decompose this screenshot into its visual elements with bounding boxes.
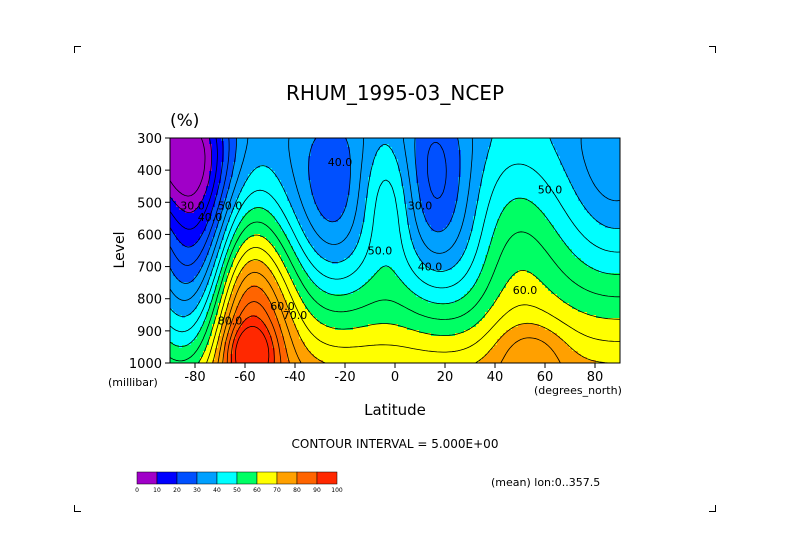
crop-mark-top-left [74,46,81,53]
x-axis-ticks: -80 -60 -40 -20 0 20 40 60 80 [184,363,603,385]
colorbar-label: 0 [135,487,139,494]
crop-mark-bottom-left [74,505,81,512]
mean-lon-note: (mean) lon:0..357.5 [491,476,600,489]
units-label: (%) [170,111,199,131]
y-tick-label: 700 [137,261,162,276]
y-unit-note: (millibar) [108,376,158,389]
contour-line-35 [170,138,620,301]
colorbar-swatch [216,471,238,485]
y-tick-label: 800 [137,293,162,308]
crop-mark-bottom-right [709,505,716,512]
contour-line-95 [235,326,270,363]
x-tick-label: -40 [284,370,305,385]
colorbar-label: 20 [173,487,181,494]
y-tick-label: 900 [137,325,162,340]
plot-area [170,138,620,363]
x-tick-label: 60 [537,370,554,385]
x-tick-label: -20 [334,370,355,385]
contour-line-25 [170,138,447,266]
contour-label: 80.0 [218,315,243,328]
contour-labels: 40.050.030.040.050.0 30.050.040.060.060.0… [180,156,562,327]
contour-line-45 [170,163,620,333]
crop-mark-top-right [709,46,716,53]
contour-line-75 [217,271,561,363]
x-unit-note: (degrees_north) [534,384,622,397]
colorbar-label: 10 [153,487,161,494]
colorbar-label: 60 [253,487,261,494]
contour-line-50 [170,197,620,347]
colorbar-swatch [176,471,198,485]
y-tick-label: 500 [137,196,162,211]
y-tick-label: 400 [137,164,162,179]
contour-line-85 [226,301,282,363]
y-axis-label: Level [112,232,128,269]
contour-line-20 [170,138,224,248]
contour-line-30 [170,138,461,284]
colorbar-label: 100 [331,487,343,494]
contour-label: 40.0 [198,211,223,224]
x-tick-label: 0 [391,370,399,385]
colorbar-swatch [276,471,298,485]
colorbar-label: 30 [193,487,201,494]
contour-label: 50.0 [538,183,563,196]
x-tick-label: -80 [184,370,205,385]
colorbar-swatch [136,471,158,485]
contour-label: 50.0 [218,200,243,213]
y-tick-label: 1000 [129,357,162,372]
contour-label: 40.0 [418,261,443,274]
y-tick-label: 600 [137,228,162,243]
contour-label: 60.0 [270,300,295,313]
x-tick-label: -60 [234,370,255,385]
colorbar-swatch [196,471,218,485]
contour-label: 30.0 [180,200,205,213]
contour-line-65 [206,247,620,363]
contour-label: 50.0 [368,245,393,258]
contour-line-60 [197,234,620,363]
contour-line-10 [170,138,212,213]
y-axis-ticks: 300 400 500 600 700 800 900 1000 [129,132,170,372]
contour-line-70 [212,259,610,363]
x-tick-label: 40 [487,370,504,385]
colorbar-swatch [236,471,258,485]
colorbar-swatch [256,471,278,485]
contour-line-40 [170,138,620,317]
colorbar: 0 10 20 30 40 50 60 70 80 90 100 [135,471,343,494]
colorbar-swatch [156,471,178,485]
colorbar-label: 70 [273,487,281,494]
colorbar-swatch [296,471,318,485]
contour-line-5 [170,138,206,197]
contour-label: 60.0 [513,284,538,297]
contour-line-55 [170,221,620,362]
contour-line-80 [222,285,290,363]
colorbar-swatch [316,471,338,485]
contour-line-90 [231,315,275,363]
x-axis-label: Latitude [364,401,426,419]
contour-label: 70.0 [283,309,308,322]
x-tick-label: 20 [437,370,454,385]
contour-label: 30.0 [408,200,433,213]
x-tick-label: 80 [587,370,604,385]
colorbar-label: 40 [213,487,221,494]
colorbar-label: 50 [233,487,241,494]
contour-line-15 [170,138,218,230]
chart-title: RHUM_1995-03_NCEP [286,81,504,105]
contour-label: 40.0 [328,156,353,169]
y-tick-label: 300 [137,132,162,147]
colorbar-label: 90 [313,487,321,494]
colorbar-label: 80 [293,487,301,494]
contour-interval-text: CONTOUR INTERVAL = 5.000E+00 [292,437,499,451]
